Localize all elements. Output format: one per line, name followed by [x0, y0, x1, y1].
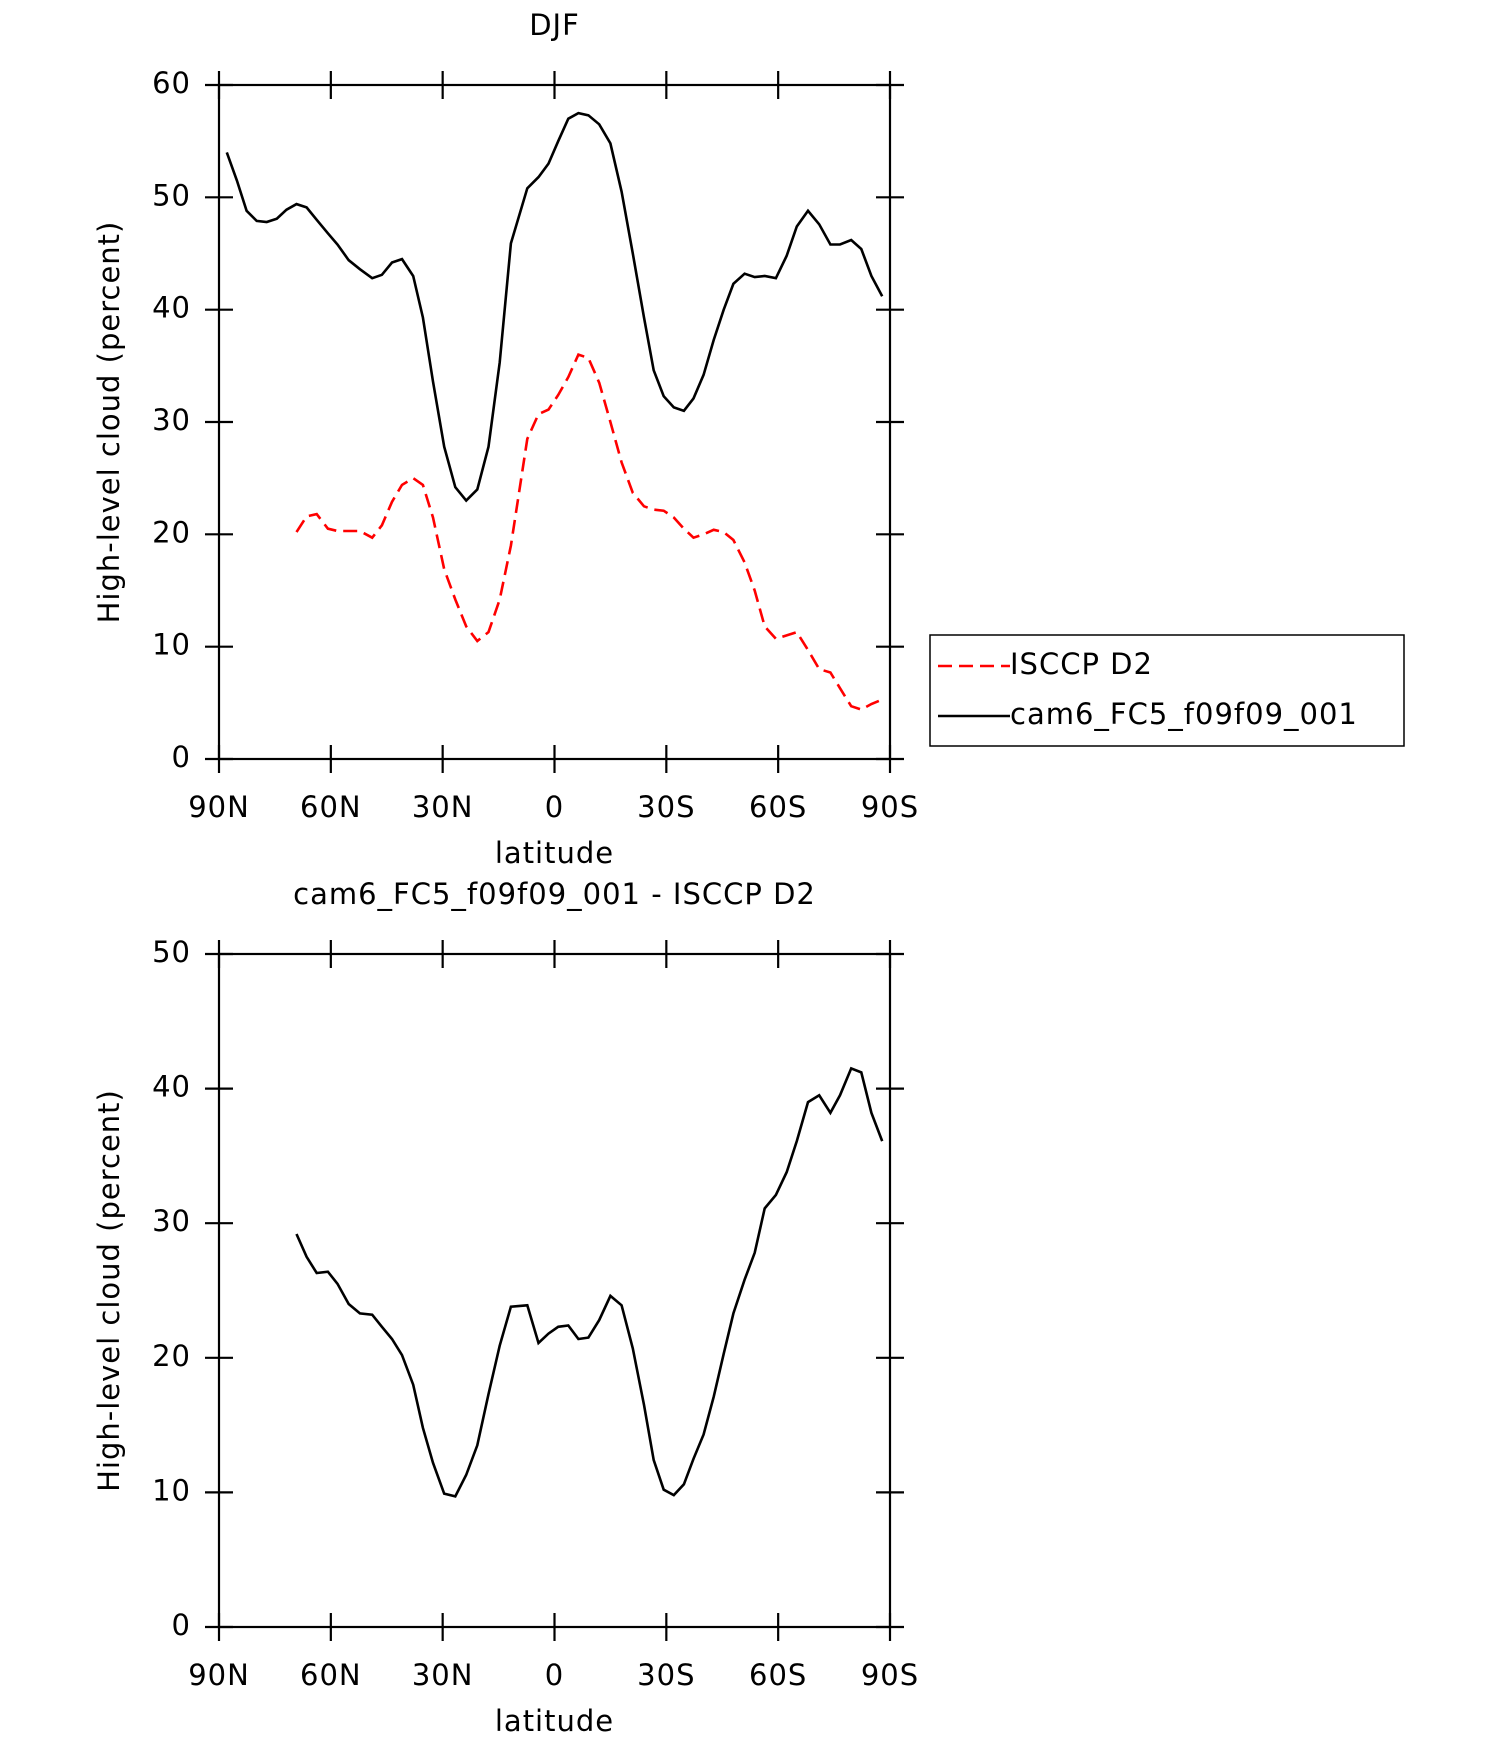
y-tick-label: 30	[152, 403, 191, 437]
y-tick-label: 0	[172, 1608, 191, 1642]
x-tick-label: 30S	[637, 1658, 695, 1692]
x-tick-label: 60S	[749, 1658, 807, 1692]
y-tick-label: 0	[172, 740, 191, 774]
y-tick-label: 40	[152, 291, 191, 325]
y-tick-label: 30	[152, 1204, 191, 1238]
y-tick-label: 20	[152, 1339, 191, 1373]
x-tick-label: 60N	[300, 1658, 362, 1692]
y-tick-label: 10	[152, 628, 191, 662]
chart-title: cam6_FC5_f09f09_001 - ISCCP D2	[293, 877, 816, 911]
x-tick-label: 0	[545, 790, 564, 824]
x-tick-label: 30S	[637, 790, 695, 824]
legend-label: ISCCP D2	[1010, 647, 1153, 681]
data-line	[225, 111, 884, 503]
y-tick-label: 20	[152, 515, 191, 549]
y-axis-label: High-level cloud (percent)	[92, 1089, 126, 1492]
legend-label: cam6_FC5_f09f09_001	[1010, 697, 1358, 731]
x-tick-label: 30N	[412, 1658, 474, 1692]
x-tick-label: 60S	[749, 790, 807, 824]
chart-title: DJF	[529, 8, 580, 42]
x-tick-label: 30N	[412, 790, 474, 824]
x-tick-label: 90N	[188, 790, 250, 824]
x-axis-label: latitude	[495, 836, 614, 870]
x-tick-label: 60N	[300, 790, 362, 824]
y-tick-label: 40	[152, 1070, 191, 1104]
y-tick-label: 50	[152, 178, 191, 212]
x-tick-label: 0	[545, 1658, 564, 1692]
x-tick-label: 90S	[861, 1658, 919, 1692]
x-tick-label: 90N	[188, 1658, 250, 1692]
plot-frame	[217, 952, 892, 1629]
legend: ISCCP D2 cam6_FC5_f09f09_001	[929, 634, 1405, 747]
x-tick-label: 90S	[861, 790, 919, 824]
legend-box	[929, 634, 1405, 747]
x-axis-label: latitude	[495, 1704, 614, 1738]
y-tick-label: 60	[152, 66, 191, 100]
y-tick-label: 10	[152, 1473, 191, 1507]
data-line	[295, 352, 883, 712]
plot-frame	[217, 83, 892, 761]
y-tick-label: 50	[152, 935, 191, 969]
data-line	[295, 1066, 884, 1498]
y-axis-label: High-level cloud (percent)	[92, 221, 126, 624]
